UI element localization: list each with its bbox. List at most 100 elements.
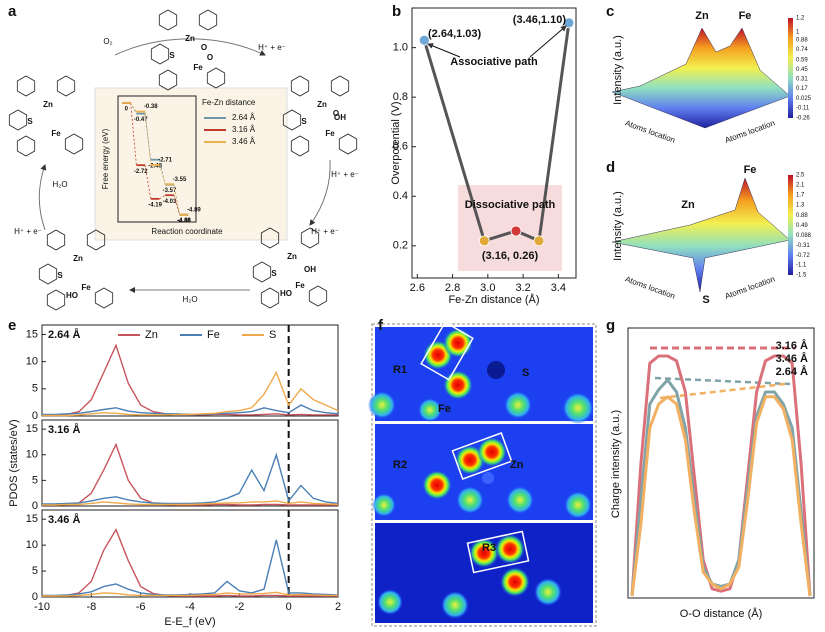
colorbar-label: 0.17 — [796, 86, 808, 92]
pdos-line — [42, 528, 338, 597]
surface — [611, 27, 791, 129]
region-box — [466, 530, 530, 574]
plot-frame — [627, 327, 815, 599]
value-label: -4.03 — [163, 199, 177, 205]
value-label: -0.38 — [144, 104, 158, 110]
atom-label: Fe — [438, 403, 451, 415]
atom-label: Fe — [51, 129, 61, 138]
x-tick-label: -8 — [86, 601, 96, 613]
legend-label: 3.46 Å — [776, 352, 808, 365]
pdos-line — [42, 452, 339, 505]
pdos-line — [42, 500, 339, 506]
legend-label: 3.46 Å — [232, 137, 256, 146]
level-connector — [173, 184, 180, 215]
reaction-label: O₂ — [103, 37, 112, 46]
molecule-ring — [282, 75, 358, 157]
x-tick-label: -6 — [136, 601, 146, 613]
molecule-ring — [8, 75, 84, 157]
colorbar-label: -0.72 — [796, 253, 810, 259]
annotation: (3.46,1.10) — [513, 14, 567, 26]
colorbar-label: 0.31 — [796, 77, 808, 83]
value-label: -2.71 — [158, 158, 172, 164]
atom-label: Fe — [81, 283, 91, 292]
y-axis-label: Free energy (eV) — [101, 128, 110, 189]
region-label: R3 — [482, 542, 496, 554]
legend-label: Fe — [207, 329, 220, 341]
panel-label: d — [606, 159, 615, 176]
reaction-label: H₂O — [52, 180, 67, 189]
x-axis-label: Atoms location — [724, 118, 776, 144]
panel-label: g — [606, 317, 615, 334]
y-axis-label: Overpotential (V) — [390, 101, 402, 184]
y-tick-label: 15 — [26, 423, 38, 435]
level-connector — [144, 111, 152, 165]
colorbar-label: 0.088 — [796, 233, 812, 239]
y-tick-label: 15 — [26, 513, 38, 525]
legend-label: S — [269, 329, 276, 341]
colorbar-label: 0.025 — [796, 96, 812, 102]
panel-label: a — [8, 3, 17, 20]
arrow — [529, 25, 567, 58]
x-axis-label: E-E_f (eV) — [164, 616, 215, 628]
panel-label: b — [392, 3, 401, 20]
peak-label: Zn — [681, 199, 695, 211]
pdos-line — [42, 404, 339, 416]
atom-label: O — [201, 43, 207, 52]
colorbar-label: 0.59 — [796, 57, 808, 63]
y-tick-label: 0 — [32, 410, 38, 422]
molecule-ring — [252, 227, 328, 309]
pdos-line — [42, 539, 339, 597]
atom-label: OH — [304, 265, 316, 274]
colorbar-label: 1.7 — [796, 193, 805, 199]
colorbar-label: -0.31 — [796, 243, 810, 249]
colorbar-label: 0.45 — [796, 67, 808, 73]
x-tick-label: 0 — [286, 601, 292, 613]
plot-frame — [411, 7, 577, 279]
colorbar-label: -1.1 — [796, 263, 807, 269]
x-tick-label: -2 — [234, 601, 244, 613]
colorbar-label: 2.1 — [796, 183, 805, 189]
region-label: R2 — [393, 459, 407, 471]
x-tick-label: -10 — [34, 601, 50, 613]
y-tick-label: 15 — [26, 328, 38, 340]
value-label: 0 — [125, 106, 129, 112]
level-connector — [173, 195, 180, 215]
region-label: R1 — [393, 364, 407, 376]
level-connector — [159, 164, 166, 185]
image-blobs — [368, 328, 594, 619]
cycle-arrow — [309, 159, 331, 226]
plot-frame — [117, 95, 197, 223]
atom-label: Fe — [295, 281, 305, 290]
y-axis-label: PDOS (states/eV) — [8, 419, 20, 506]
image-frame — [371, 323, 597, 627]
plot-frame — [41, 509, 339, 598]
x-axis-label: Fe-Zn distance (Å) — [448, 293, 539, 306]
annotation: Associative path — [450, 56, 538, 68]
legend-label: 2.64 Å — [232, 113, 256, 122]
plot-frame — [41, 324, 339, 417]
colorbar-label: 1.2 — [796, 16, 805, 22]
charge-line — [630, 395, 812, 597]
level-connector — [130, 102, 137, 166]
colorbar — [788, 18, 793, 118]
pdos-line — [42, 591, 338, 597]
arrow — [427, 43, 461, 58]
subplot-title: 3.46 Å — [48, 513, 80, 526]
colorbar-label: 1.3 — [796, 203, 805, 209]
annotation: (3.16, 0.26) — [482, 250, 539, 262]
value-label: -4.88 — [177, 218, 191, 224]
atom-label: Fe — [193, 63, 203, 72]
atom-label: Zn — [317, 100, 327, 109]
pdos-line — [42, 343, 338, 416]
atom-label: S — [169, 51, 175, 60]
reaction-label: H⁺ + e⁻ — [14, 227, 42, 236]
level-connector — [159, 194, 166, 200]
colorbar-label: 0.49 — [796, 223, 808, 229]
y-tick-label: 0 — [32, 591, 38, 603]
level-connector — [144, 165, 152, 199]
colorbar-label: 0.88 — [796, 213, 808, 219]
atom-label: O — [207, 53, 213, 62]
reaction-label: H⁺ + e⁻ — [311, 227, 339, 236]
